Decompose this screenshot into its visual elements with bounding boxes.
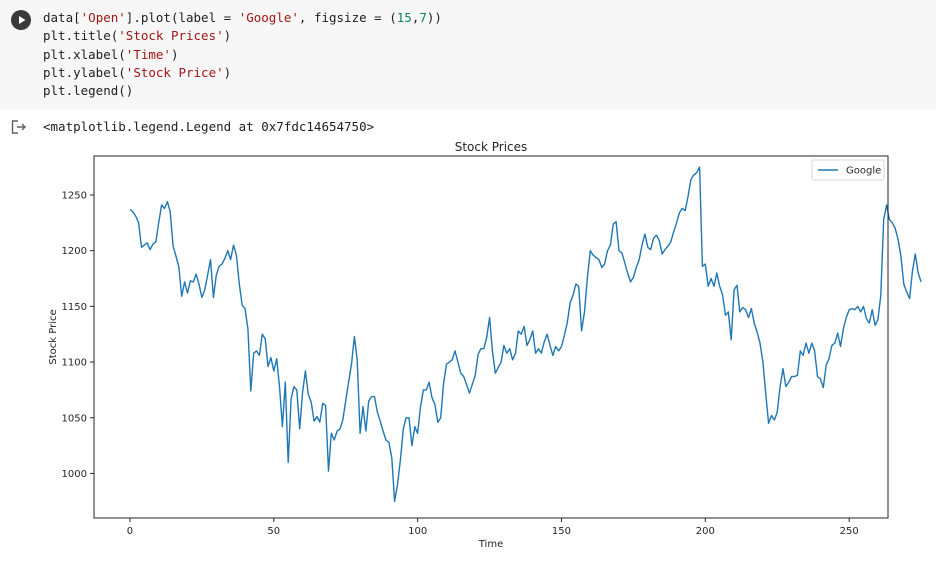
y-tick-label: 1150	[62, 302, 87, 313]
x-tick-label: 50	[267, 526, 280, 537]
output-text: <matplotlib.legend.Legend at 0x7fdc14654…	[43, 119, 375, 134]
code-editor[interactable]: data['Open'].plot(label = 'Google', figs…	[43, 10, 442, 99]
y-tick-label: 1200	[62, 246, 87, 257]
x-axis-label: Time	[478, 539, 503, 550]
y-tick-label: 1100	[62, 358, 87, 369]
y-tick-label: 1050	[62, 413, 87, 424]
y-tick-label: 1250	[62, 190, 87, 201]
series-line-google	[129, 166, 922, 502]
x-tick-label: 100	[408, 526, 427, 537]
x-tick-label: 200	[696, 526, 715, 537]
y-tick-label: 1000	[62, 469, 87, 480]
chart-title: Stock Prices	[455, 140, 528, 154]
legend-box	[811, 159, 885, 181]
legend-label-google: Google	[846, 166, 881, 177]
plot-frame	[93, 155, 889, 519]
legend: Google	[811, 159, 885, 181]
line-chart: Stock Prices 1000 1050 1100 1150 1200 1250 0 5…	[48, 140, 922, 550]
x-tick-label: 250	[840, 526, 859, 537]
x-tick-label: 150	[552, 526, 571, 537]
x-tick-label: 0	[127, 526, 133, 537]
code-cell[interactable]: data['Open'].plot(label = 'Google', figs…	[0, 0, 936, 110]
run-cell-button[interactable]	[11, 10, 31, 30]
y-axis: 1000 1050 1100 1150 1200 1250	[62, 190, 94, 480]
play-icon	[19, 16, 26, 24]
output-arrow-icon	[11, 120, 26, 134]
y-axis-label: Stock Price	[48, 309, 59, 364]
x-axis: 0 50 100 150 200 250	[127, 518, 859, 537]
